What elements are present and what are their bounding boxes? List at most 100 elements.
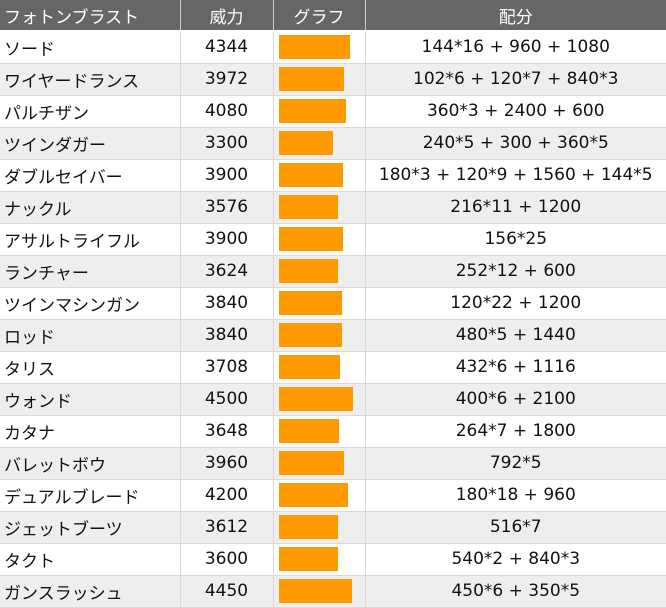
damage-distribution: 252*12 + 600 xyxy=(364,255,666,288)
power-value: 3648 xyxy=(179,415,273,448)
damage-distribution: 792*5 xyxy=(364,447,666,480)
damage-distribution: 156*25 xyxy=(364,223,666,256)
damage-distribution: 144*16 + 960 + 1080 xyxy=(364,31,666,64)
power-bar xyxy=(278,451,344,475)
power-graph-cell xyxy=(272,159,365,192)
power-bar xyxy=(278,419,339,443)
power-graph-cell xyxy=(272,447,365,480)
table-body: ソード 4344 144*16 + 960 + 1080 ワイヤードランス 3972 10… xyxy=(0,31,666,608)
damage-distribution: 240*5 + 300 + 360*5 xyxy=(364,127,666,160)
power-graph-cell xyxy=(272,255,365,288)
weapon-name: ナックル xyxy=(0,191,180,224)
damage-distribution: 432*6 + 1116 xyxy=(364,351,666,384)
power-value: 3708 xyxy=(179,351,273,384)
damage-distribution: 480*5 + 1440 xyxy=(364,319,666,352)
table-row: ツインダガー 3300 240*5 + 300 + 360*5 xyxy=(0,127,666,160)
table-row: デュアルブレード 4200 180*18 + 960 xyxy=(0,479,666,512)
table-row: ダブルセイバー 3900 180*3 + 120*9 + 1560 + 144*5 xyxy=(0,159,666,192)
table-row: ランチャー 3624 252*12 + 600 xyxy=(0,255,666,288)
power-graph-cell xyxy=(272,575,365,608)
power-graph-cell xyxy=(272,415,365,448)
power-graph-cell xyxy=(272,479,365,512)
power-bar xyxy=(278,99,346,123)
power-value: 3972 xyxy=(179,63,273,96)
weapon-name: ウォンド xyxy=(0,383,180,416)
power-graph-cell xyxy=(272,95,365,128)
power-value: 3900 xyxy=(179,159,273,192)
table-row: ロッド 3840 480*5 + 1440 xyxy=(0,319,666,352)
power-value: 4200 xyxy=(179,479,273,512)
header-power: 威力 xyxy=(179,0,273,32)
power-value: 4344 xyxy=(179,31,273,64)
table-row: パルチザン 4080 360*3 + 2400 + 600 xyxy=(0,95,666,128)
power-graph-cell xyxy=(272,127,365,160)
power-value: 3300 xyxy=(179,127,273,160)
power-graph-cell xyxy=(272,511,365,544)
table-row: ウォンド 4500 400*6 + 2100 xyxy=(0,383,666,416)
weapon-name: ツインマシンガン xyxy=(0,287,180,320)
weapon-name: ソード xyxy=(0,31,180,64)
power-value: 3576 xyxy=(179,191,273,224)
power-value: 3600 xyxy=(179,543,273,576)
weapon-name: ツインダガー xyxy=(0,127,180,160)
weapon-name: バレットボウ xyxy=(0,447,180,480)
weapon-name: カタナ xyxy=(0,415,180,448)
header-name: フォトンブラスト xyxy=(0,0,180,32)
damage-distribution: 180*18 + 960 xyxy=(364,479,666,512)
power-bar xyxy=(278,291,342,315)
damage-distribution: 360*3 + 2400 + 600 xyxy=(364,95,666,128)
power-graph-cell xyxy=(272,383,365,416)
header-distribution: 配分 xyxy=(364,0,666,32)
weapon-name: ワイヤードランス xyxy=(0,63,180,96)
table-row: カタナ 3648 264*7 + 1800 xyxy=(0,415,666,448)
header-graph: グラフ xyxy=(272,0,365,32)
power-bar xyxy=(278,579,352,603)
power-bar xyxy=(278,355,340,379)
weapon-name: タクト xyxy=(0,543,180,576)
table-row: タリス 3708 432*6 + 1116 xyxy=(0,351,666,384)
table-row: ツインマシンガン 3840 120*22 + 1200 xyxy=(0,287,666,320)
damage-distribution: 540*2 + 840*3 xyxy=(364,543,666,576)
power-bar xyxy=(278,323,342,347)
table-row: タクト 3600 540*2 + 840*3 xyxy=(0,543,666,576)
power-bar xyxy=(278,195,338,219)
power-bar xyxy=(278,131,333,155)
weapon-name: タリス xyxy=(0,351,180,384)
power-bar xyxy=(278,35,350,60)
weapon-name: ランチャー xyxy=(0,255,180,288)
weapon-name: ロッド xyxy=(0,319,180,352)
power-graph-cell xyxy=(272,319,365,352)
power-graph-cell xyxy=(272,287,365,320)
power-bar xyxy=(278,227,343,251)
power-value: 4450 xyxy=(179,575,273,608)
power-value: 3900 xyxy=(179,223,273,256)
table-row: ガンスラッシュ 4450 450*6 + 350*5 xyxy=(0,575,666,608)
power-graph-cell xyxy=(272,543,365,576)
weapon-name: アサルトライフル xyxy=(0,223,180,256)
power-bar xyxy=(278,547,338,571)
power-bar xyxy=(278,163,343,187)
damage-distribution: 264*7 + 1800 xyxy=(364,415,666,448)
damage-distribution: 516*7 xyxy=(364,511,666,544)
power-value: 3960 xyxy=(179,447,273,480)
table-header: フォトンブラスト 威力 グラフ 配分 xyxy=(0,0,666,32)
power-graph-cell xyxy=(272,63,365,96)
weapon-name: ジェットブーツ xyxy=(0,511,180,544)
table-row: アサルトライフル 3900 156*25 xyxy=(0,223,666,256)
power-value: 3840 xyxy=(179,287,273,320)
power-value: 4080 xyxy=(179,95,273,128)
power-graph-cell xyxy=(272,351,365,384)
power-value: 3840 xyxy=(179,319,273,352)
table-row: ジェットブーツ 3612 516*7 xyxy=(0,511,666,544)
power-bar xyxy=(278,67,344,91)
power-value: 3612 xyxy=(179,511,273,544)
power-value: 4500 xyxy=(179,383,273,416)
damage-distribution: 450*6 + 350*5 xyxy=(364,575,666,608)
power-bar xyxy=(278,259,338,283)
damage-distribution: 120*22 + 1200 xyxy=(364,287,666,320)
power-bar xyxy=(278,387,353,411)
weapon-name: デュアルブレード xyxy=(0,479,180,512)
power-bar xyxy=(278,483,348,507)
weapon-name: ダブルセイバー xyxy=(0,159,180,192)
